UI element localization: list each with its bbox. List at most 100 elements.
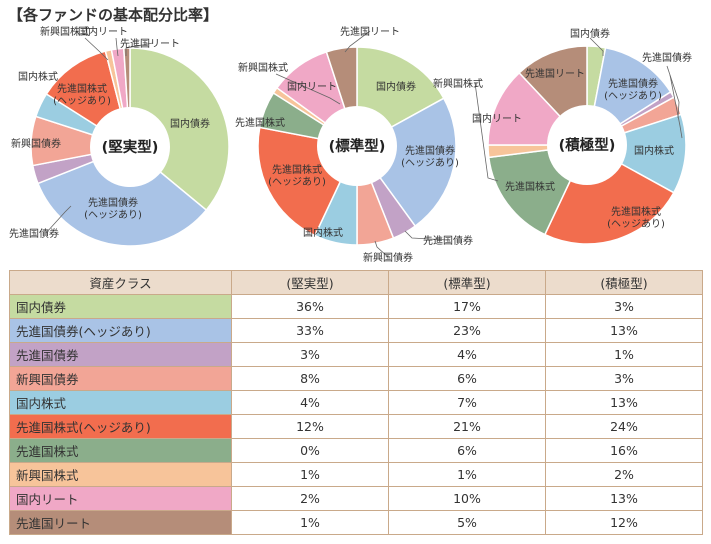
- leader-lines: [275, 30, 449, 258]
- slice-label: 先進国株式(ヘッジあり): [53, 82, 111, 107]
- slice-label: 新興国株式: [40, 26, 90, 38]
- pie-slice: [36, 146, 208, 247]
- slice-label: 先進国債券: [642, 51, 692, 64]
- leader-line: [666, 65, 680, 119]
- value-cell: 13%: [545, 486, 703, 511]
- asset-class-cell: 先進国債券: [9, 342, 232, 367]
- asset-class-cell: 先進国リート: [9, 510, 232, 535]
- asset-class-cell: 先進国株式(ヘッジあり): [9, 414, 232, 439]
- leader-line: [275, 73, 341, 105]
- slice-label: 先進国債券: [423, 234, 473, 247]
- value-cell: 36%: [231, 294, 389, 319]
- value-cell: 13%: [545, 390, 703, 415]
- header-standard: (標準型): [388, 270, 546, 295]
- leader-line: [125, 42, 154, 56]
- leader-line: [589, 37, 604, 56]
- slice-label: 先進国債券: [9, 227, 59, 240]
- value-cell: 13%: [545, 318, 703, 343]
- page-title: 【各ファンドの基本配分比率】: [8, 6, 219, 24]
- leader-line: [115, 37, 119, 57]
- value-cell: 0%: [231, 438, 389, 463]
- header-asset-class: 資産クラス: [9, 270, 232, 295]
- slice-label: 先進国債券(ヘッジあり): [604, 77, 662, 102]
- header-aggressive: (積極型): [545, 270, 703, 295]
- table-row: 先進国債券 3% 4% 1%: [9, 342, 703, 367]
- pie-charts: (堅実型)国内債券先進国債券(ヘッジあり)先進国債券新興国債券国内株式先進国株式…: [9, 26, 692, 264]
- leader-lines: [474, 37, 683, 182]
- slice-label: 国内債券: [570, 27, 610, 40]
- leader-line: [84, 37, 109, 61]
- value-cell: 8%: [231, 366, 389, 391]
- value-cell: 4%: [388, 342, 546, 367]
- asset-class-cell: 先進国株式: [9, 438, 232, 463]
- value-cell: 1%: [545, 342, 703, 367]
- leader-line: [669, 74, 683, 139]
- value-cell: 7%: [388, 390, 546, 415]
- leader-line: [344, 30, 371, 53]
- slice-label: 新興国株式: [433, 77, 483, 90]
- asset-class-cell: 新興国株式: [9, 462, 232, 487]
- slice-label: 先進国株式(ヘッジあり): [607, 205, 665, 230]
- leader-line: [45, 205, 72, 234]
- table-row: 新興国債券 8% 6% 3%: [9, 366, 703, 391]
- header-conservative: (堅実型): [231, 270, 389, 295]
- slice-label: 先進国株式(ヘッジあり): [268, 163, 326, 188]
- pie-center-label: (積極型): [559, 136, 616, 154]
- value-cell: 33%: [231, 318, 389, 343]
- leader-lines: [45, 37, 154, 234]
- pie-center-label: (堅実型): [102, 138, 159, 156]
- slice-label: 国内債券: [376, 80, 416, 93]
- slice-label: 先進国リート: [340, 26, 400, 38]
- asset-class-cell: 国内株式: [9, 390, 232, 415]
- pie-center-label: (標準型): [329, 137, 386, 155]
- value-cell: 24%: [545, 414, 703, 439]
- pie-slice: [355, 97, 457, 228]
- table-row: 国内債券 36% 17% 3%: [9, 294, 703, 319]
- asset-class-cell: 先進国債券(ヘッジあり): [9, 318, 232, 343]
- slice-label: 国内債券: [170, 117, 210, 130]
- slice-label: 先進国債券(ヘッジあり): [401, 144, 459, 169]
- value-cell: 1%: [231, 462, 389, 487]
- value-cell: 6%: [388, 366, 546, 391]
- value-cell: 3%: [545, 294, 703, 319]
- table-row: 先進国債券(ヘッジあり) 33% 23% 13%: [9, 318, 703, 343]
- slice-label: 先進国債券(ヘッジあり): [84, 196, 142, 221]
- value-cell: 3%: [231, 342, 389, 367]
- pie-hole: [547, 105, 627, 185]
- leader-line: [474, 82, 499, 182]
- leader-line: [374, 240, 389, 258]
- table-row: 先進国株式(ヘッジあり) 12% 21% 24%: [9, 414, 703, 439]
- asset-class-cell: 国内リート: [9, 486, 232, 511]
- value-cell: 10%: [388, 486, 546, 511]
- slice-label: 先進国リート: [120, 38, 180, 50]
- slice-label: 新興国株式: [238, 61, 288, 74]
- table-row: 国内株式 4% 7% 13%: [9, 390, 703, 415]
- table-header-row: 資産クラス (堅実型) (標準型) (積極型): [9, 270, 703, 295]
- table-row: 先進国株式 0% 6% 16%: [9, 438, 703, 463]
- slice-label: 先進国株式: [505, 180, 555, 193]
- pie-slice: [585, 113, 687, 194]
- pie-hole: [90, 107, 170, 187]
- value-cell: 16%: [545, 438, 703, 463]
- slice-label: 国内リート: [287, 80, 337, 93]
- value-cell: 12%: [231, 414, 389, 439]
- slice-label: 国内株式: [634, 144, 674, 157]
- value-cell: 21%: [388, 414, 546, 439]
- value-cell: 4%: [231, 390, 389, 415]
- value-cell: 12%: [545, 510, 703, 535]
- slice-label: 国内株式: [18, 70, 58, 83]
- asset-class-cell: 国内債券: [9, 294, 232, 319]
- value-cell: 23%: [388, 318, 546, 343]
- slice-label: 国内リート: [78, 26, 128, 38]
- allocation-table: 資産クラス (堅実型) (標準型) (積極型) 国内債券 36% 17% 3% 先進国債…: [9, 270, 703, 535]
- slice-label: 先進国株式: [235, 116, 285, 129]
- value-cell: 1%: [231, 510, 389, 535]
- table-row: 新興国株式 1% 1% 2%: [9, 462, 703, 487]
- pie-slice: [129, 47, 230, 212]
- slice-label: 新興国債券: [11, 137, 61, 150]
- value-cell: 5%: [388, 510, 546, 535]
- leader-line: [404, 230, 449, 241]
